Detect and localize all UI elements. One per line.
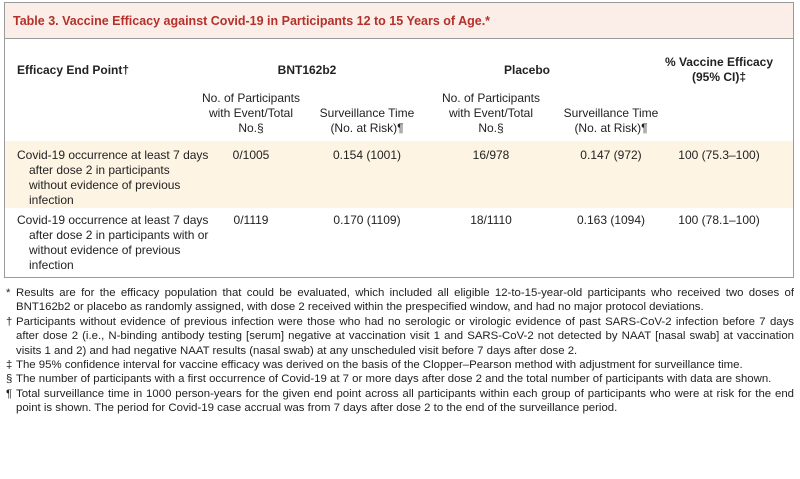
cell: Covid-19 occurrence at least 7 days afte… [17,148,209,207]
footnote-text: Total surveillance time in 1000 person-y… [16,387,794,415]
cell: 100 (78.1–100) [678,213,760,227]
cell: 0.163 (1094) [576,213,646,227]
subheader: Surveillance Time (No. at Risk)¶ [563,106,659,135]
cell: 0.147 (972) [580,148,642,162]
footnote-symbol: ‡ [6,359,13,372]
subheader: Surveillance Time (No. at Risk)¶ [319,106,415,135]
footnote: ‡ The 95% confidence interval for vaccine… [6,358,794,372]
cell: 0/1119 [233,213,269,227]
footnote-symbol: ¶ [6,387,13,400]
subheader: No. of Participants with Event/Total No.… [201,91,301,135]
footnote-text: The number of participants with a first … [16,373,772,386]
cell: 16/978 [472,148,510,162]
footnote: ¶ Total surveillance time in 1000 person-… [6,387,794,416]
footnote: * Results are for the efficacy population… [6,286,794,315]
cell: 0.154 (1001) [332,148,402,162]
footnote-text: Participants without evidence of previou… [16,315,794,357]
column-header: % Vaccine Efficacy (95% CI)‡ [664,55,774,84]
row-background [5,141,793,208]
cell: 0/1005 [232,148,270,162]
cell: 0.170 (1109) [333,213,401,227]
subheader: No. of Participants with Event/Total No.… [441,91,541,135]
column-header: Efficacy End Point† [17,63,130,77]
cell: 18/1110 [470,213,512,227]
footnote: § The number of participants with a first… [6,372,794,386]
footnote-text: Results are for the efficacy population … [16,287,794,314]
cell: Covid-19 occurrence at least 7 days afte… [17,213,209,272]
footnote: † Participants without evidence of previo… [6,315,794,358]
footnotes: * Results are for the efficacy population… [6,286,794,416]
table-title: Table 3. Vaccine Efficacy against Covid-… [5,3,793,39]
footnote-text: The 95% confidence interval for vaccine … [16,359,743,372]
group-header: BNT162b2 [277,63,337,77]
footnote-symbol: * [6,287,11,299]
footnote-symbol: † [6,315,13,328]
table-box: Table 3. Vaccine Efficacy against Covid-… [4,2,794,278]
cell: 100 (75.3–100) [678,148,760,162]
group-header: Placebo [503,63,551,77]
footnote-symbol: § [6,373,13,386]
